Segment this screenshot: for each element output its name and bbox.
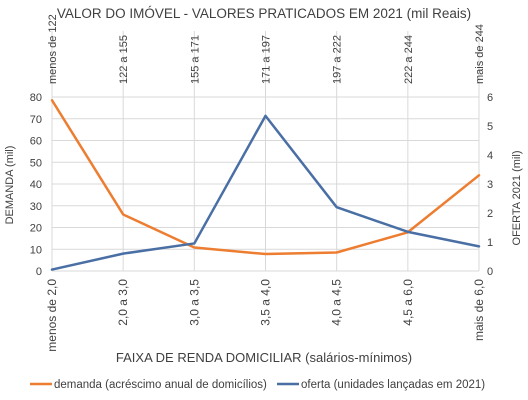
y-tick-label: 0 (36, 266, 42, 278)
y-tick-label: 10 (30, 244, 42, 256)
top-tick-label: 222 a 244 (403, 35, 415, 84)
y2-tick-label: 3 (487, 179, 493, 191)
y-tick-label: 50 (30, 157, 42, 169)
legend-label: oferta (unidades lançadas em 2021) (301, 379, 485, 391)
series-line-oferta (50, 114, 481, 271)
y2-tick-label: 1 (487, 237, 493, 249)
series-lines (50, 99, 481, 271)
top-tick-label: 197 a 222 (332, 35, 344, 84)
y2-tick-label: 5 (487, 121, 493, 133)
x-tick-label: 3,0 a 3,5 (187, 279, 201, 326)
x-axis-ticks: menos de 2,0 2,0 a 3,0 3,0 a 3,5 3,5 a 4,0 4… (45, 279, 486, 352)
y-tick-label: 30 (30, 201, 42, 213)
top-axis-ticks: menos de 122 122 a 155 155 a 171 171 a 197 1… (47, 14, 486, 84)
y-tick-label: 40 (30, 179, 42, 191)
top-tick-label: menos de 122 (47, 14, 59, 84)
x-tick-label: 3,5 a 4,0 (259, 279, 273, 326)
y-tick-label: 60 (30, 136, 42, 148)
x-tick-label: mais de 6,0 (472, 279, 486, 341)
x-tick-label: 2,0 a 3,0 (116, 279, 130, 326)
y2-tick-label: 2 (487, 208, 493, 220)
x-tick-label: 4,0 a 4,5 (330, 279, 344, 326)
y2-axis-ticks: 0 1 2 3 4 5 6 (487, 92, 493, 278)
top-tick-label: 171 a 197 (261, 35, 273, 84)
y2-tick-label: 4 (487, 150, 493, 162)
y2-tick-label: 0 (487, 266, 493, 278)
y-axis-ticks: 0 10 20 30 40 50 60 70 80 (30, 92, 42, 278)
legend: demanda (acréscimo anual de domicílios) o… (30, 379, 485, 391)
y2-axis-label: OFERTA 2021 (mil) (511, 151, 523, 246)
x-tick-label: 4,5 a 6,0 (401, 279, 415, 326)
y-tick-label: 20 (30, 223, 42, 235)
y-tick-label: 80 (30, 92, 42, 104)
top-tick-label: mais de 244 (474, 24, 486, 84)
x-tick-label: menos de 2,0 (45, 279, 59, 352)
top-tick-label: 155 a 171 (189, 35, 201, 84)
legend-label: demanda (acréscimo anual de domicílios) (54, 379, 267, 391)
top-tick-label: 122 a 155 (118, 35, 130, 84)
gridlines (51, 31, 480, 272)
y-tick-label: 70 (30, 114, 42, 126)
y-axis-label: DEMANDA (mil) (4, 146, 16, 225)
y2-tick-label: 6 (487, 92, 493, 104)
chart-title: VALOR DO IMÓVEL - VALORES PRATICADOS EM … (57, 6, 471, 21)
x-axis-label: FAIXA DE RENDA DOMICILIAR (salários-míni… (116, 350, 412, 365)
